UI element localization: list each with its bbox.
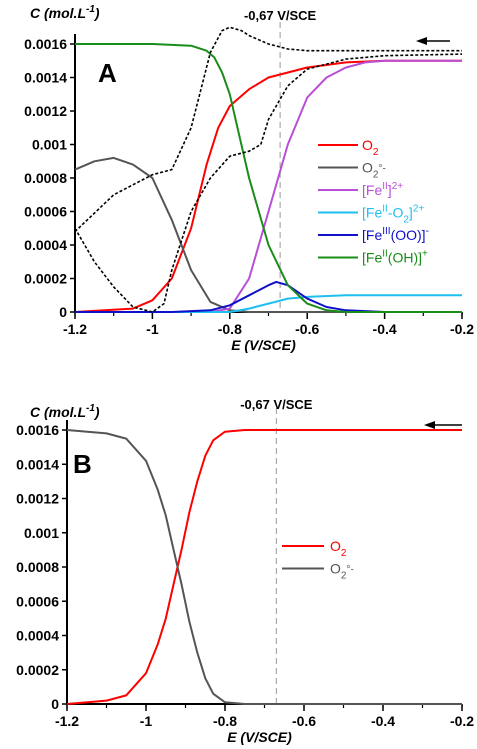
panel-A-series-line — [75, 280, 462, 313]
panel-A-chart: 0 0.0002 0.0004 0.0006 0.0008 0.001 0.0012 0.00… — [24, 4, 474, 353]
panel-B-x-tick-label: -1 — [140, 713, 153, 729]
panel-A-y-tick-label: 0.0016 — [24, 36, 67, 52]
panel-A-label: A — [98, 58, 117, 88]
panel-A-y-tick-label: 0.0006 — [24, 204, 67, 220]
panel-A-series-line-dashed — [74, 53, 463, 313]
panel-A-y-tick-label: 0.0004 — [24, 237, 67, 253]
panel-B-chart: 0 0.0002 0.0004 0.0006 0.0008 0.001 0.0012 0.00… — [16, 397, 474, 745]
panel-A-reference-label: -0,67 V/SCE — [244, 8, 317, 23]
panel-B-x-tick-label: -0.8 — [213, 713, 237, 729]
panel-B-x-tick-label: -1.2 — [55, 713, 79, 729]
panel-B-y-tick-label: 0.0006 — [16, 593, 59, 609]
panel-A-series-line — [74, 59, 462, 313]
panel-A-legend-entry: [FeIII(OO)]- — [362, 226, 429, 243]
panel-A-legend-entry: [FeII-O2]2+ — [362, 204, 424, 226]
panel-A-x-title: E (V/SCE) — [231, 337, 296, 353]
panel-B-y-tick-label: 0.0004 — [16, 628, 59, 644]
panel-A-scan-arrow-head — [416, 37, 427, 45]
panel-B-legend-entry: O2°- — [330, 561, 354, 582]
panel-A-x-tick-label: -0.4 — [373, 321, 397, 337]
panel-B-scan-arrow-head — [424, 421, 435, 429]
panel-B-y-tick-label: 0.0012 — [16, 491, 59, 507]
panel-B-x-tick-label: -0.4 — [371, 713, 395, 729]
panel-A-x-tick-label: -1.2 — [63, 321, 87, 337]
panel-B-series-line — [66, 429, 462, 705]
panel-A-x-tick-label: -0.8 — [218, 321, 242, 337]
panel-A-legend-entry: [FeII(OH)]+ — [362, 249, 428, 266]
panel-A-y-tick-label: 0.0014 — [24, 70, 67, 86]
panel-A-legend-entry: O2°- — [362, 160, 386, 181]
panel-A-series-line — [75, 59, 462, 313]
panel-B-y-tick-label: 0.0002 — [16, 662, 59, 678]
panel-A-y-tick-label: 0.0012 — [24, 103, 67, 119]
panel-B-series-line — [66, 429, 462, 705]
panel-A-series-line-dashed — [74, 26, 462, 233]
panel-B-y-tick-label: 0.0016 — [16, 422, 59, 438]
panel-B-x-title: E (V/SCE) — [227, 729, 292, 745]
panel-B-y-tick-label: 0 — [51, 696, 59, 712]
panel-B-reference-label: -0,67 V/SCE — [240, 397, 313, 412]
panel-B-y-tick-label: 0.0008 — [16, 559, 59, 575]
panel-A-legend-entry: O2 — [362, 137, 379, 158]
panel-A-x-tick-label: -0.2 — [450, 321, 474, 337]
panel-A-legend-entry: [FeII]2+ — [362, 181, 403, 198]
panel-A-y-title: C (mol.L-1) — [30, 4, 100, 21]
panel-B-y-title: C (mol.L-1) — [30, 403, 100, 420]
panel-B-y-tick-label: 0.001 — [24, 525, 59, 541]
panel-B-legend-entry: O2 — [330, 538, 347, 559]
panel-A-y-tick-label: 0.0008 — [24, 170, 67, 186]
panel-B-x-tick-label: -0.2 — [450, 713, 474, 729]
panel-B-y-tick-label: 0.0014 — [16, 456, 59, 472]
panel-A-x-tick-label: -0.6 — [295, 321, 319, 337]
panel-A-y-tick-label: 0.0002 — [24, 271, 67, 287]
panel-B-label: B — [73, 449, 92, 479]
panel-A-series-line — [75, 43, 462, 313]
panel-A-y-tick-label: 0 — [59, 304, 67, 320]
panel-A-x-tick-label: -1 — [146, 321, 159, 337]
panel-B-x-tick-label: -0.6 — [292, 713, 316, 729]
panel-A-y-tick-label: 0.001 — [32, 137, 67, 153]
panel-A-series-line — [75, 294, 462, 313]
